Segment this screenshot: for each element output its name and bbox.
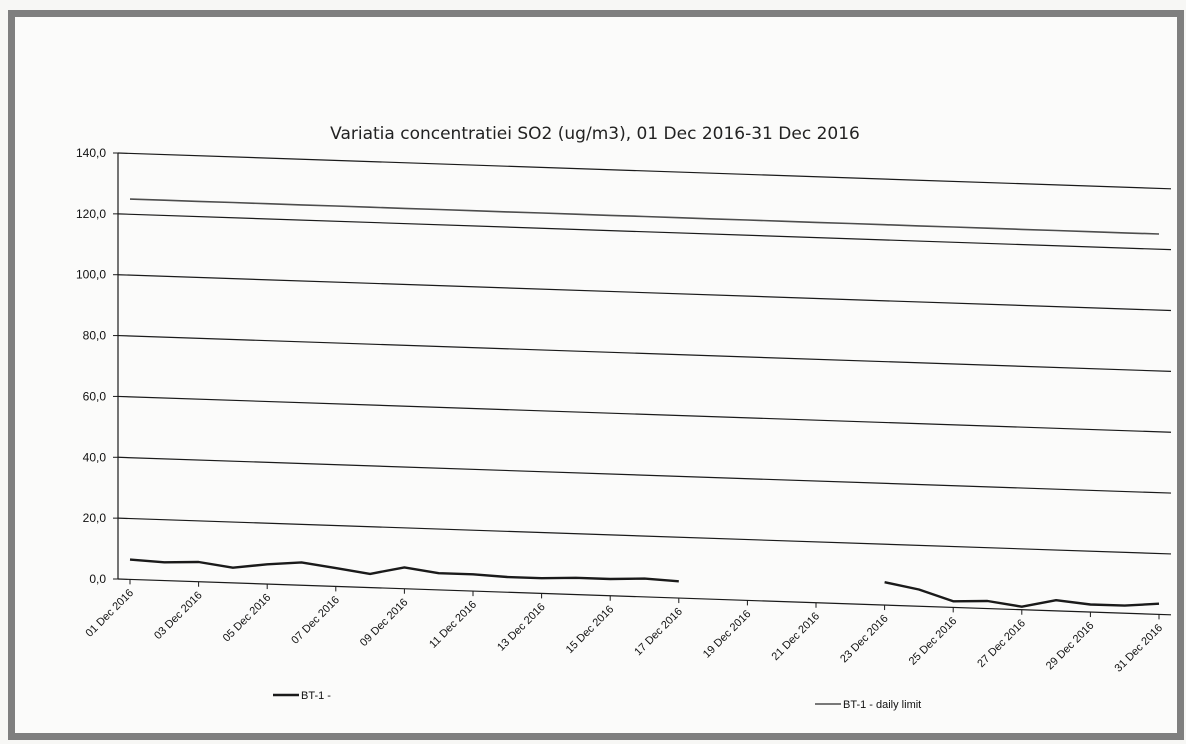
x-tick-label: 17 Dec 2016 xyxy=(632,606,685,659)
y-tick-label: 40,0 xyxy=(83,450,107,464)
chart-canvas: Variatia concentratiei SO2 (ug/m3), 01 D… xyxy=(76,124,1172,711)
gridline xyxy=(117,517,1172,555)
gridline xyxy=(117,274,1172,312)
x-tick-label: 19 Dec 2016 xyxy=(701,608,754,661)
y-tick-label: 140,0 xyxy=(76,146,106,160)
y-tick-label: 60,0 xyxy=(83,389,107,403)
y-tick-label: 100,0 xyxy=(76,268,106,282)
y-tick-label: 20,0 xyxy=(83,511,107,525)
x-tick-label: 11 Dec 2016 xyxy=(427,599,479,651)
gridlines xyxy=(117,152,1172,616)
chart-frame: Variatia concentratiei SO2 (ug/m3), 01 D… xyxy=(8,10,1184,740)
x-tick-label: 29 Dec 2016 xyxy=(1044,620,1097,673)
x-tick-label: 01 Dec 2016 xyxy=(84,587,137,640)
gridline xyxy=(117,395,1172,433)
y-tick-label: 80,0 xyxy=(83,329,107,343)
chart-title: Variatia concentratiei SO2 (ug/m3), 01 D… xyxy=(330,124,860,144)
x-tick-label: 07 Dec 2016 xyxy=(289,594,342,647)
x-tick-label: 25 Dec 2016 xyxy=(907,615,960,668)
x-tick-label: 15 Dec 2016 xyxy=(564,603,617,656)
y-tick-label: 0,0 xyxy=(89,572,106,586)
legend: BT-1 - BT-1 - daily limit xyxy=(273,690,921,711)
y-tick-label: 120,0 xyxy=(76,207,106,221)
gridline xyxy=(117,213,1172,251)
series-lines xyxy=(129,198,1160,608)
legend-label: BT-1 - daily limit xyxy=(843,699,921,711)
y-axis-ticks: 0,0 20,0 40,0 60,0 80,0 100,0 120,0 140,0 xyxy=(76,146,118,586)
x-tick-label: 21 Dec 2016 xyxy=(770,610,823,663)
x-tick-label: 13 Dec 2016 xyxy=(495,601,548,654)
gridline xyxy=(117,578,1172,616)
gridline xyxy=(117,152,1172,190)
x-tick-label: 05 Dec 2016 xyxy=(221,592,274,645)
x-axis-ticks: 01 Dec 2016 03 Dec 2016 05 Dec 2016 07 Dec … xyxy=(84,579,1166,675)
x-tick-label: 27 Dec 2016 xyxy=(975,617,1028,670)
x-tick-label: 09 Dec 2016 xyxy=(358,596,411,649)
x-tick-label: 23 Dec 2016 xyxy=(838,613,891,666)
legend-label: BT-1 - xyxy=(301,690,331,702)
series-line-bt1 xyxy=(129,558,1160,608)
gridline xyxy=(117,456,1172,494)
x-tick-label: 03 Dec 2016 xyxy=(152,589,205,642)
series-line-bt1-daily-limit xyxy=(129,198,1160,235)
gridline xyxy=(117,334,1172,372)
x-tick-label: 31 Dec 2016 xyxy=(1113,622,1166,675)
